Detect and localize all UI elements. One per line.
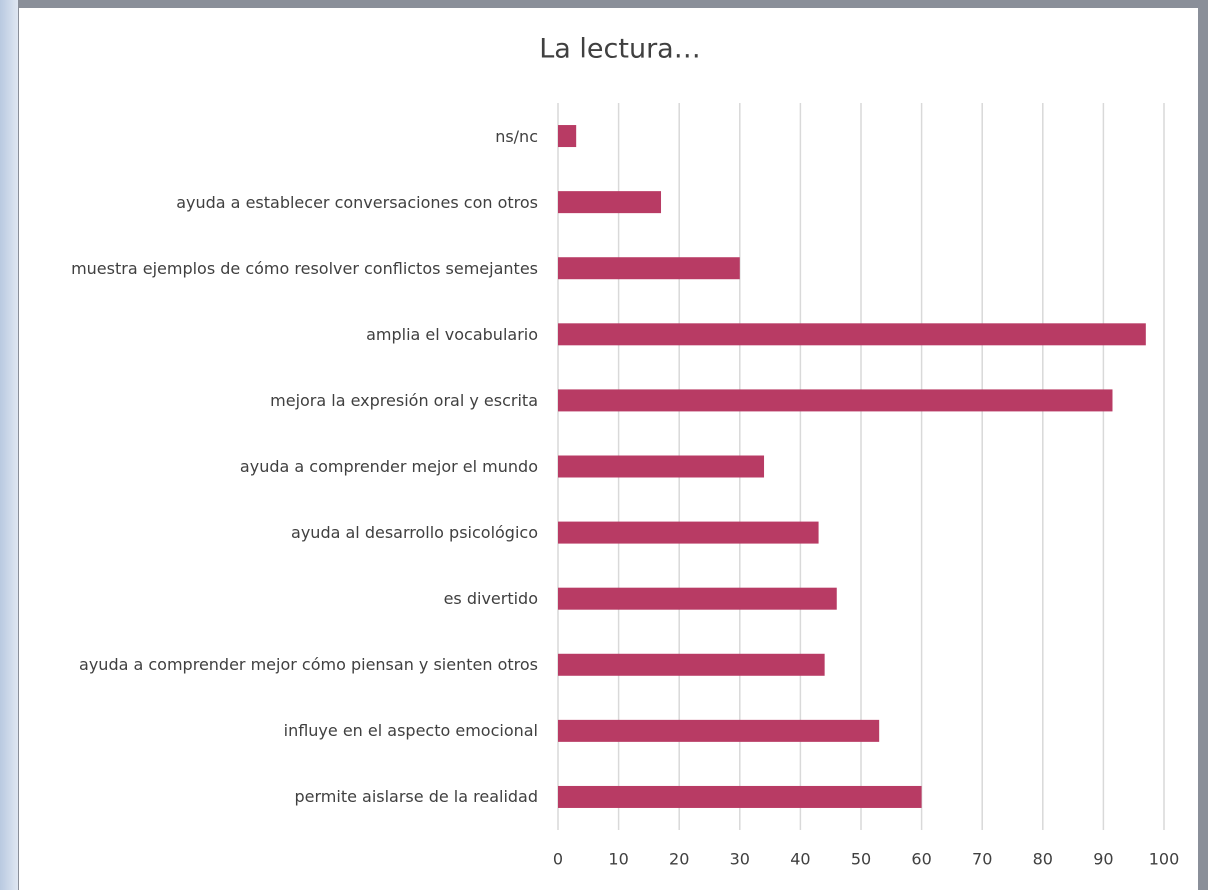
y-tick-label: ayuda a establecer conversaciones con ot… xyxy=(18,192,538,213)
chart-title: La lectura… xyxy=(539,34,700,65)
y-tick-label: muestra ejemplos de cómo resolver confli… xyxy=(18,258,538,279)
y-tick-label: influye en el aspecto emocional xyxy=(18,720,538,741)
y-tick-text: ns/nc xyxy=(495,126,538,146)
bar xyxy=(558,389,1113,412)
x-tick-label: 10 xyxy=(608,850,628,869)
bar xyxy=(558,125,577,148)
y-tick-text: ayuda al desarrollo psicológico xyxy=(291,523,538,543)
chart-panel: La lectura… 0 10 20 30 40 50 60 70 80 90 100 ns/nc… xyxy=(19,8,1198,890)
y-tick-text: mejora la expresión oral y escrita xyxy=(270,390,538,410)
x-tick-label: 20 xyxy=(669,850,689,869)
y-tick-label: permite aislarse de la realidad xyxy=(18,786,538,807)
y-tick-label: ns/nc xyxy=(18,126,538,147)
y-tick-text: permite aislarse de la realidad xyxy=(294,787,538,807)
x-tick-label: 30 xyxy=(730,850,750,869)
y-tick-label: es divertido xyxy=(18,588,538,609)
x-tick-label: 70 xyxy=(972,850,992,869)
y-tick-text: ayuda a establecer conversaciones con ot… xyxy=(176,192,538,212)
x-tick-label: 40 xyxy=(790,850,810,869)
y-tick-text: ayuda a comprender mejor cómo piensan y … xyxy=(79,655,538,675)
bar xyxy=(558,323,1146,346)
y-tick-text: influye en el aspecto emocional xyxy=(283,721,538,741)
x-tick-label: 50 xyxy=(851,850,871,869)
bar xyxy=(558,257,740,280)
y-tick-label: ayuda al desarrollo psicológico xyxy=(18,522,538,543)
bar xyxy=(558,785,922,808)
bar xyxy=(558,587,837,610)
x-tick-label: 0 xyxy=(553,850,563,869)
y-tick-text: muestra ejemplos de cómo resolver confli… xyxy=(71,258,538,278)
y-tick-label: ayuda a comprender mejor cómo piensan y … xyxy=(18,654,538,675)
x-tick-label: 60 xyxy=(911,850,931,869)
bar xyxy=(558,191,662,214)
chart: La lectura… 0 10 20 30 40 50 60 70 80 90 100 xyxy=(539,34,1180,869)
y-tick-text: amplia el vocabulario xyxy=(366,324,538,344)
bar xyxy=(558,719,880,742)
y-tick-label: mejora la expresión oral y escrita xyxy=(18,390,538,411)
y-tick-label: amplia el vocabulario xyxy=(18,324,538,345)
x-tick-label: 90 xyxy=(1093,850,1113,869)
y-tick-text: ayuda a comprender mejor el mundo xyxy=(239,457,538,476)
y-tick-text: es divertido xyxy=(443,589,538,609)
x-tick-label: 100 xyxy=(1149,850,1180,869)
bar xyxy=(558,521,819,544)
bar xyxy=(558,455,765,478)
y-tick-label: ayuda a comprender mejor el mundo xyxy=(18,456,538,477)
x-tick-label: 80 xyxy=(1033,850,1053,869)
bar xyxy=(558,653,825,676)
